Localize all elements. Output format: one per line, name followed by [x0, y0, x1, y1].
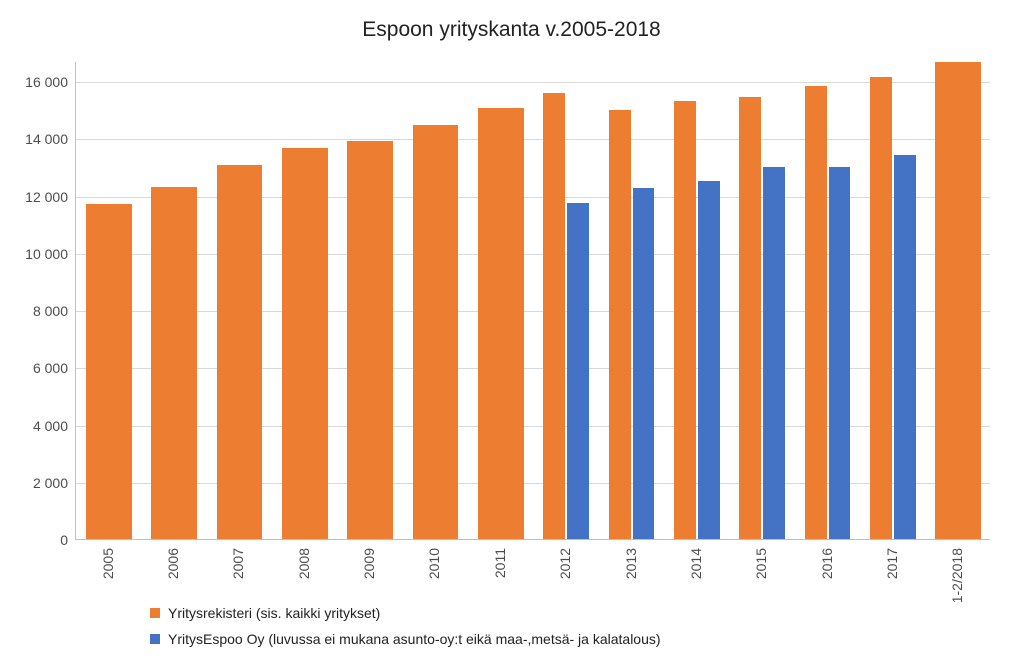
x-tick-label: 2006 [165, 548, 181, 579]
x-tick-label: 2010 [426, 548, 442, 579]
y-tick-label: 6 000 [8, 360, 68, 376]
bar-series2 [567, 203, 589, 539]
x-tick-label: 2016 [819, 548, 835, 579]
legend-label: Yritysrekisteri (sis. kaikki yritykset) [168, 605, 380, 621]
y-tick-label: 16 000 [8, 74, 68, 90]
bar-series2 [763, 167, 785, 539]
bar-series2 [894, 155, 916, 539]
grid-line [76, 311, 990, 312]
bar-series1 [739, 97, 761, 539]
x-tick-label: 2015 [753, 548, 769, 579]
plot-area [75, 62, 990, 540]
legend-item: Yritysrekisteri (sis. kaikki yritykset) [150, 600, 661, 626]
x-tick-label: 2017 [884, 548, 900, 579]
bar-series1 [870, 77, 892, 539]
bar-series1 [609, 110, 631, 539]
bar-series1 [543, 93, 565, 539]
grid-line [76, 426, 990, 427]
x-tick-label: 2013 [623, 548, 639, 579]
y-tick-label: 0 [8, 532, 68, 548]
x-tick-label: 2005 [100, 548, 116, 579]
grid-line [76, 368, 990, 369]
legend-swatch [150, 634, 160, 644]
chart-container: Espoon yrityskanta v.2005-2018 Yritysrek… [0, 0, 1023, 669]
bar-series1 [413, 125, 459, 539]
grid-line [76, 82, 990, 83]
bar-series2 [829, 167, 851, 539]
y-tick-label: 8 000 [8, 303, 68, 319]
y-tick-label: 14 000 [8, 131, 68, 147]
bar-series1 [935, 62, 981, 539]
x-tick-label: 2009 [361, 548, 377, 579]
bar-series1 [674, 101, 696, 539]
bar-series1 [151, 187, 197, 539]
x-tick-label: 2008 [296, 548, 312, 579]
bar-series1 [805, 86, 827, 539]
x-tick-label: 2012 [557, 548, 573, 579]
x-tick-label: 2014 [688, 548, 704, 579]
bar-series1 [86, 204, 132, 539]
bar-series1 [478, 108, 524, 539]
bar-series1 [347, 141, 393, 539]
grid-line [76, 197, 990, 198]
chart-title: Espoon yrityskanta v.2005-2018 [0, 18, 1023, 42]
y-tick-label: 2 000 [8, 475, 68, 491]
legend-label: YritysEspoo Oy (luvussa ei mukana asunto… [168, 631, 661, 647]
y-tick-label: 12 000 [8, 189, 68, 205]
x-tick-label: 1-2/2018 [949, 548, 965, 603]
bar-series1 [282, 148, 328, 539]
x-tick-label: 2011 [492, 548, 508, 578]
y-tick-label: 10 000 [8, 246, 68, 262]
bar-series2 [698, 181, 720, 539]
bar-series2 [633, 188, 655, 539]
grid-line [76, 483, 990, 484]
x-tick-label: 2007 [230, 548, 246, 579]
grid-line [76, 139, 990, 140]
legend-item: YritysEspoo Oy (luvussa ei mukana asunto… [150, 626, 661, 652]
y-tick-label: 4 000 [8, 418, 68, 434]
grid-line [76, 254, 990, 255]
legend: Yritysrekisteri (sis. kaikki yritykset) Y… [150, 600, 661, 652]
legend-swatch [150, 608, 160, 618]
bar-series1 [217, 165, 263, 539]
